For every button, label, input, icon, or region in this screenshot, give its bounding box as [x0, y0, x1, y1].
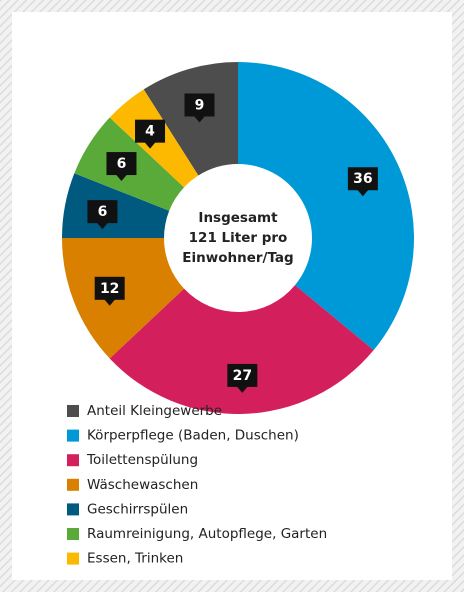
value-label: 6 — [106, 152, 137, 182]
legend-label: Raumreinigung, Autopflege, Garten — [87, 526, 327, 542]
label-pointer — [356, 189, 369, 197]
label-pointer — [144, 141, 157, 149]
value-label: 12 — [94, 276, 125, 306]
label-box — [87, 200, 118, 224]
legend-swatch — [67, 454, 79, 467]
legend-swatch — [67, 405, 79, 417]
value-label-text: 27 — [233, 368, 252, 384]
value-label: 4 — [135, 119, 166, 149]
label-pointer — [236, 385, 249, 393]
legend-swatch — [67, 429, 79, 442]
legend-swatch — [67, 528, 79, 540]
value-label-text: 4 — [145, 124, 155, 140]
value-label-text: 6 — [117, 156, 127, 172]
center-label: Insgesamt 121 Liter pro Einwohner/Tag — [182, 210, 293, 266]
value-label: 6 — [87, 200, 118, 230]
donut-segment — [143, 62, 238, 176]
label-pointer — [96, 222, 109, 230]
label-box — [94, 276, 125, 300]
value-label-text: 6 — [98, 204, 108, 220]
legend-label: Wäschewaschen — [87, 477, 198, 493]
legend-label: Anteil Kleingewerbe — [87, 403, 222, 419]
center-text: Insgesamt — [198, 210, 278, 226]
label-pointer — [193, 115, 206, 123]
value-label: 36 — [347, 167, 378, 197]
center-text: Einwohner/Tag — [182, 250, 293, 266]
label-pointer — [103, 298, 116, 306]
legend-label: Körperpflege (Baden, Duschen) — [87, 428, 299, 444]
label-box — [135, 119, 166, 143]
label-box — [184, 93, 215, 117]
value-label-text: 12 — [100, 281, 119, 297]
value-label: 9 — [184, 93, 215, 123]
label-box — [227, 363, 258, 387]
legend-label: Toilettenspülung — [86, 452, 198, 468]
label-pointer — [115, 174, 128, 182]
value-label-text: 36 — [353, 171, 372, 187]
legend-label: Geschirrspülen — [87, 501, 188, 517]
legend-swatch — [67, 503, 79, 516]
legend-swatch — [67, 478, 79, 491]
value-label: 27 — [227, 363, 258, 393]
value-label-text: 9 — [195, 97, 205, 113]
label-box — [347, 167, 378, 191]
center-text: 121 Liter pro — [189, 230, 288, 246]
legend-label: Essen, Trinken — [87, 551, 183, 567]
legend-swatch — [67, 552, 79, 565]
label-box — [106, 152, 137, 176]
donut-segment — [238, 62, 414, 351]
donut-segment — [109, 285, 374, 415]
